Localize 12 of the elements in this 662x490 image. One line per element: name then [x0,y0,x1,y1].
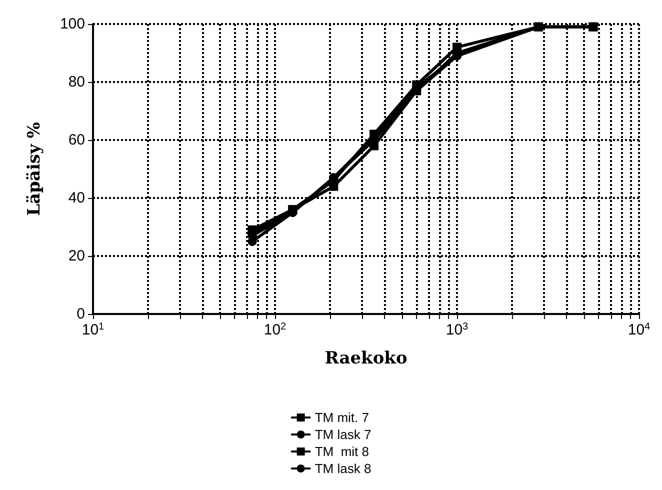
y-tick-label: 40 [68,190,85,206]
y-axis-title: Läpäisy % [24,122,44,216]
legend-label: TM lask 7 [314,427,372,442]
legend-label: TM mit. 7 [314,410,369,425]
y-tick-label: 100 [60,16,85,32]
y-tick-label: 0 [76,306,85,322]
y-tick-label: 80 [68,74,85,90]
y-tick-label: 60 [68,132,85,148]
x-axis-title: Raekoko [324,348,408,368]
y-tick-label: 20 [68,248,85,264]
legend-label: TM lask 8 [314,461,372,476]
legend-label: TM mit 8 [314,444,369,459]
